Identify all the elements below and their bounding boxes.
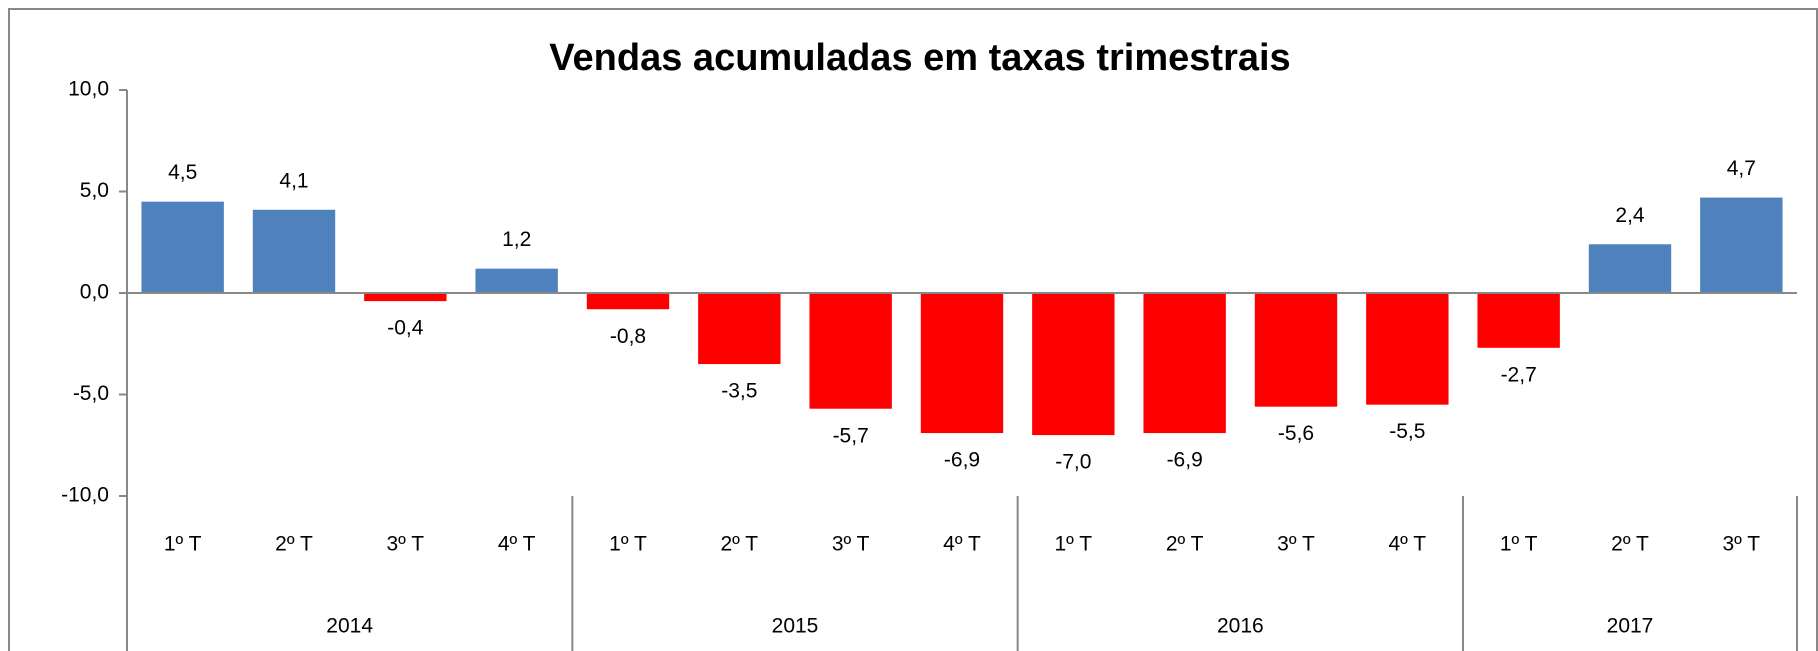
data-label: -7,0 [1055,451,1091,474]
x-tick-label: 3º T [387,533,425,556]
data-label: -6,9 [1167,449,1203,472]
group-label: 2016 [1217,615,1264,638]
data-label: 4,7 [1727,157,1756,180]
chart-title: Vendas acumuladas em taxas trimestrais [549,37,1290,79]
x-tick-label: 3º T [1277,533,1315,556]
data-label: 4,1 [279,169,308,192]
x-tick-label: 4º T [943,533,981,556]
x-tick-label: 2º T [721,533,759,556]
x-tick-label: 4º T [1389,533,1427,556]
bar [809,293,892,409]
bar [364,293,447,302]
data-label: -0,8 [610,325,646,348]
x-tick-label: 3º T [1723,533,1761,556]
x-tick-label: 2º T [1166,533,1204,556]
y-tick-label: 10,0 [68,78,109,101]
x-tick-label: 1º T [1055,533,1093,556]
y-tick-label: 5,0 [80,179,109,202]
bar [1700,197,1783,293]
bar [920,293,1004,434]
bar [141,201,224,293]
x-tick-label: 1º T [1500,533,1538,556]
group-label: 2015 [772,615,819,638]
bar [1143,293,1226,434]
bar [698,293,781,365]
y-tick-label: -10,0 [61,484,109,507]
data-label: -5,7 [833,424,869,447]
data-label: -3,5 [721,380,757,403]
group-label: 2017 [1607,615,1654,638]
bar [1366,293,1449,405]
x-tick-label: 3º T [832,533,870,556]
data-label: 2,4 [1615,204,1645,227]
bar [586,293,670,310]
x-tick-label: 2º T [1611,533,1649,556]
data-label: -2,7 [1501,363,1537,386]
data-label: -6,9 [944,449,980,472]
data-label: 1,2 [502,228,531,251]
bar [1477,293,1560,348]
x-tick-label: 1º T [609,533,647,556]
x-tick-label: 1º T [164,533,202,556]
data-label: -5,5 [1389,420,1425,443]
bar [1588,244,1672,293]
data-label: -0,4 [387,317,424,340]
y-tick-label: -5,0 [73,382,109,405]
group-label: 2014 [326,615,373,638]
bar [1032,293,1115,436]
bar [1254,293,1338,407]
data-label: 4,5 [168,161,197,184]
x-tick-label: 4º T [498,533,536,556]
x-tick-label: 2º T [275,533,313,556]
bar [475,268,558,293]
y-tick-label: 0,0 [80,281,109,304]
data-label: -5,6 [1278,422,1314,445]
bar [252,209,336,293]
